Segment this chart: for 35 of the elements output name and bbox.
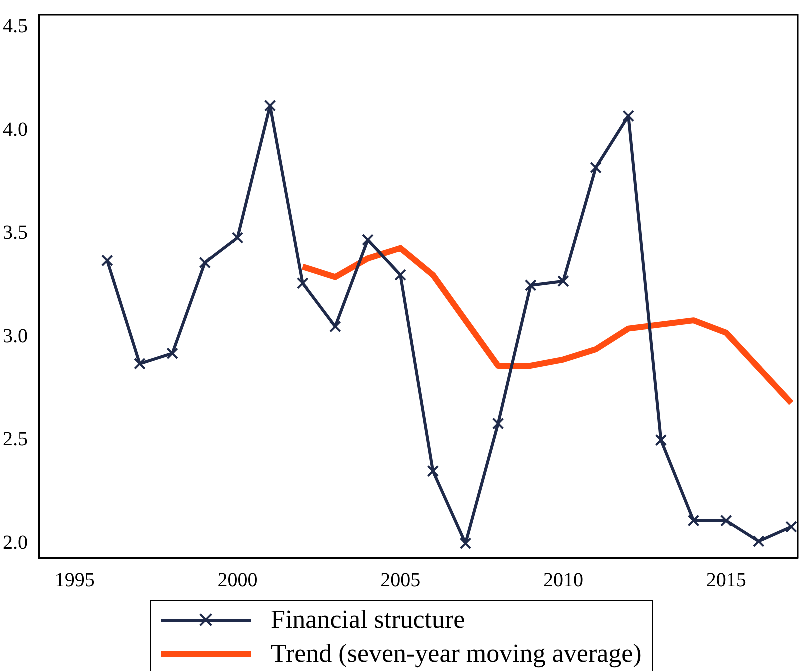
point <box>427 465 440 478</box>
point <box>558 275 570 288</box>
y-tick-label: 2.0 <box>3 532 28 554</box>
y-tick-label: 4.5 <box>3 16 28 38</box>
point <box>786 521 798 533</box>
x-tick-label: 2000 <box>218 569 258 592</box>
point <box>264 100 276 112</box>
y-tick-label: 3.5 <box>3 222 28 244</box>
point <box>394 269 407 282</box>
point <box>524 280 537 292</box>
point <box>101 254 114 267</box>
point <box>655 434 668 446</box>
x-tick-label: 2015 <box>706 569 746 592</box>
legend-label: Financial structure <box>271 604 466 636</box>
x-tick-label: 1995 <box>54 569 95 592</box>
point <box>296 277 309 290</box>
point <box>590 162 602 174</box>
point <box>752 536 765 548</box>
x-tick-label: 2005 <box>380 569 421 592</box>
point <box>362 234 374 246</box>
y-tick-label: 4.0 <box>3 118 28 141</box>
point <box>166 348 179 360</box>
y-tick-label: 2.5 <box>3 428 28 451</box>
point <box>199 256 212 269</box>
y-tick-label: 3.0 <box>3 325 28 348</box>
point <box>134 358 146 370</box>
point <box>688 514 700 527</box>
point <box>492 418 504 430</box>
point <box>720 514 732 527</box>
x-tick-label: 2010 <box>543 569 584 592</box>
point <box>232 232 244 244</box>
point <box>329 320 342 333</box>
point <box>622 110 635 122</box>
point <box>460 538 472 550</box>
legend-label: Trend (seven-year moving average) <box>271 638 642 670</box>
